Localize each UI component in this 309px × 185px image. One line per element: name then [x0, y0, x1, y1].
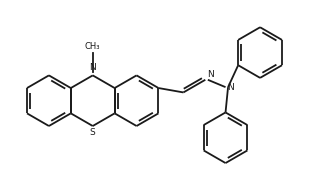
Text: CH₃: CH₃: [85, 42, 100, 51]
Text: S: S: [90, 128, 95, 137]
Text: N: N: [89, 63, 96, 72]
Text: N: N: [207, 70, 214, 78]
Text: N: N: [227, 83, 234, 92]
